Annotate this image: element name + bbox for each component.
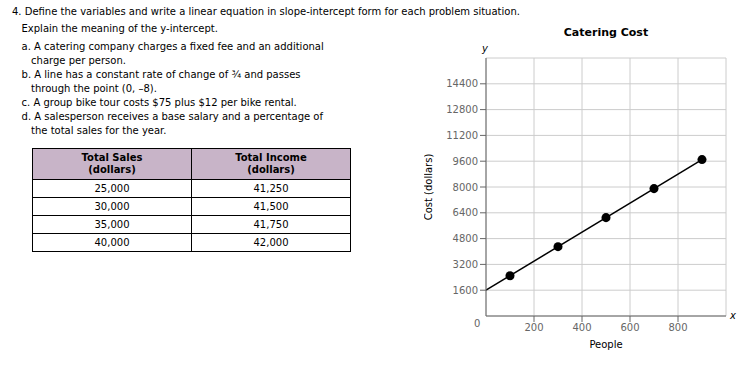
svg-text:4800: 4800 bbox=[453, 233, 478, 244]
html-text:42,000: 42,000 bbox=[253, 237, 289, 248]
svg-text:11200: 11200 bbox=[446, 130, 478, 141]
html-text:x: x bbox=[730, 310, 736, 321]
svg-text:9600: 9600 bbox=[453, 156, 478, 167]
html-text:Explain the meaning of the y-i: Explain the meaning of the y-intercept. bbox=[12, 23, 218, 34]
html-text:0: 0 bbox=[474, 318, 481, 329]
svg-text:600: 600 bbox=[620, 322, 639, 333]
html-text:through the point (0, –8).: through the point (0, –8). bbox=[12, 83, 157, 94]
html-text:charge per person.: charge per person. bbox=[12, 55, 126, 66]
html-text:c. A group bike tour costs $75: c. A group bike tour costs $75 plus $12 … bbox=[12, 97, 297, 108]
html-text:y: y bbox=[482, 43, 488, 54]
svg-text:8000: 8000 bbox=[453, 182, 478, 193]
html-text:40,000: 40,000 bbox=[94, 237, 130, 248]
svg-text:People: People bbox=[589, 339, 622, 350]
svg-text:1600: 1600 bbox=[453, 285, 478, 296]
svg-text:800: 800 bbox=[668, 322, 687, 333]
html-text:4. Define the variables and wr: 4. Define the variables and write a line… bbox=[12, 6, 520, 17]
svg-text:3200: 3200 bbox=[453, 259, 478, 270]
html-text:b. A line has a constant rate: b. A line has a constant rate of change … bbox=[12, 69, 301, 80]
html-text:41,500: 41,500 bbox=[253, 201, 289, 212]
html-text:35,000: 35,000 bbox=[94, 219, 130, 230]
svg-text:200: 200 bbox=[524, 322, 543, 333]
html-text:Total Income (dollars): Total Income (dollars) bbox=[235, 152, 307, 175]
html-text:Catering Cost: Catering Cost bbox=[563, 26, 649, 39]
html-text:41,750: 41,750 bbox=[253, 219, 289, 230]
html-text:the total sales for the year.: the total sales for the year. bbox=[12, 125, 167, 136]
html-text:d. A salesperson receives a ba: d. A salesperson receives a base salary … bbox=[12, 111, 323, 122]
html-text:a. A catering company charges: a. A catering company charges a fixed fe… bbox=[12, 41, 324, 52]
svg-text:400: 400 bbox=[572, 322, 591, 333]
html-text:41,250: 41,250 bbox=[253, 183, 289, 194]
svg-text:14400: 14400 bbox=[446, 78, 478, 89]
svg-text:12800: 12800 bbox=[446, 104, 478, 115]
svg-text:6400: 6400 bbox=[453, 207, 478, 218]
html-text:30,000: 30,000 bbox=[94, 201, 130, 212]
html-text:Total Sales (dollars): Total Sales (dollars) bbox=[81, 152, 143, 175]
html-text:25,000: 25,000 bbox=[94, 183, 130, 194]
svg-text:Cost (dollars): Cost (dollars) bbox=[424, 154, 434, 221]
